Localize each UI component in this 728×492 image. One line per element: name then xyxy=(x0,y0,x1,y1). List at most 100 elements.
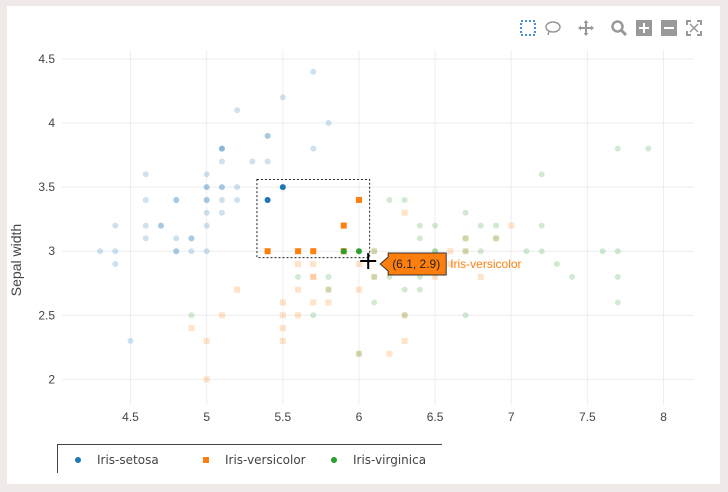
pan-icon[interactable] xyxy=(573,18,598,38)
point-iris-setosa[interactable] xyxy=(218,184,225,191)
selected-point-iris-setosa[interactable] xyxy=(264,196,271,203)
zoom-in-icon[interactable] xyxy=(631,18,656,38)
point-iris-versicolor[interactable] xyxy=(401,312,408,319)
point-iris-setosa[interactable] xyxy=(218,145,225,152)
point-iris-versicolor[interactable] xyxy=(279,299,286,306)
selection-box[interactable] xyxy=(256,178,371,259)
point-iris-virginica[interactable] xyxy=(614,145,621,152)
point-iris-versicolor[interactable] xyxy=(508,222,515,229)
point-iris-versicolor[interactable] xyxy=(432,273,439,280)
point-iris-setosa[interactable] xyxy=(203,196,210,203)
point-iris-setosa[interactable] xyxy=(173,196,180,203)
point-iris-versicolor[interactable] xyxy=(188,325,195,332)
point-iris-setosa[interactable] xyxy=(218,196,225,203)
point-iris-versicolor[interactable] xyxy=(371,273,378,280)
point-iris-setosa[interactable] xyxy=(188,235,195,242)
point-iris-versicolor[interactable] xyxy=(447,261,454,268)
zoom-icon[interactable] xyxy=(606,18,631,38)
legend-item-virginica[interactable]: Iris-virginica xyxy=(331,453,426,467)
point-iris-setosa[interactable] xyxy=(127,337,134,344)
point-iris-virginica[interactable] xyxy=(645,145,652,152)
point-iris-virginica[interactable] xyxy=(614,299,621,306)
point-iris-versicolor[interactable] xyxy=(310,273,317,280)
point-iris-virginica[interactable] xyxy=(416,286,423,293)
point-iris-virginica[interactable] xyxy=(462,209,469,216)
point-iris-versicolor[interactable] xyxy=(401,337,408,344)
point-iris-virginica[interactable] xyxy=(401,312,408,319)
point-iris-virginica[interactable] xyxy=(523,248,530,255)
point-iris-versicolor[interactable] xyxy=(386,350,393,357)
point-iris-setosa[interactable] xyxy=(218,145,225,152)
point-iris-setosa[interactable] xyxy=(112,222,119,229)
point-iris-versicolor[interactable] xyxy=(203,376,210,383)
point-iris-setosa[interactable] xyxy=(234,184,241,191)
point-iris-versicolor[interactable] xyxy=(295,312,302,319)
point-iris-setosa[interactable] xyxy=(203,184,210,191)
point-iris-setosa[interactable] xyxy=(142,222,149,229)
point-iris-versicolor[interactable] xyxy=(477,273,484,280)
point-iris-versicolor[interactable] xyxy=(355,286,362,293)
point-iris-setosa[interactable] xyxy=(310,145,317,152)
legend[interactable]: Iris-setosa Iris-versicolor Iris-virgini… xyxy=(57,444,442,473)
legend-item-versicolor[interactable]: Iris-versicolor xyxy=(203,453,306,467)
point-iris-virginica[interactable] xyxy=(432,222,439,229)
point-iris-virginica[interactable] xyxy=(355,350,362,357)
point-iris-setosa[interactable] xyxy=(234,196,241,203)
point-iris-versicolor[interactable] xyxy=(371,248,378,255)
point-iris-setosa[interactable] xyxy=(173,196,180,203)
point-iris-virginica[interactable] xyxy=(553,261,560,268)
point-iris-setosa[interactable] xyxy=(234,107,241,114)
point-iris-setosa[interactable] xyxy=(157,222,164,229)
point-iris-setosa[interactable] xyxy=(142,171,149,178)
point-iris-virginica[interactable] xyxy=(477,248,484,255)
point-iris-virginica[interactable] xyxy=(310,312,317,319)
point-iris-virginica[interactable] xyxy=(599,248,606,255)
point-iris-virginica[interactable] xyxy=(538,248,545,255)
point-iris-versicolor[interactable] xyxy=(355,350,362,357)
point-iris-virginica[interactable] xyxy=(538,222,545,229)
selected-point-iris-versicolor[interactable] xyxy=(340,222,347,229)
point-iris-virginica[interactable] xyxy=(614,273,621,280)
point-iris-versicolor[interactable] xyxy=(401,209,408,216)
box-select-icon[interactable] xyxy=(515,18,540,38)
point-iris-setosa[interactable] xyxy=(218,209,225,216)
point-iris-versicolor[interactable] xyxy=(325,299,332,306)
point-iris-versicolor[interactable] xyxy=(447,248,454,255)
point-iris-virginica[interactable] xyxy=(371,273,378,280)
point-iris-setosa[interactable] xyxy=(264,132,271,139)
point-iris-setosa[interactable] xyxy=(203,171,210,178)
selected-point-iris-virginica[interactable] xyxy=(355,248,362,255)
point-iris-setosa[interactable] xyxy=(188,248,195,255)
point-iris-versicolor[interactable] xyxy=(279,325,286,332)
point-iris-versicolor[interactable] xyxy=(279,337,286,344)
point-iris-setosa[interactable] xyxy=(203,222,210,229)
point-iris-setosa[interactable] xyxy=(325,120,332,127)
point-iris-setosa[interactable] xyxy=(173,248,180,255)
point-iris-versicolor[interactable] xyxy=(325,286,332,293)
point-iris-virginica[interactable] xyxy=(295,273,302,280)
legend-item-setosa[interactable]: Iris-setosa xyxy=(75,453,159,467)
point-iris-versicolor[interactable] xyxy=(310,273,317,280)
point-iris-versicolor[interactable] xyxy=(279,312,286,319)
lasso-select-icon[interactable] xyxy=(540,18,565,38)
autoscale-icon[interactable] xyxy=(681,18,706,38)
point-iris-virginica[interactable] xyxy=(477,222,484,229)
point-iris-setosa[interactable] xyxy=(142,235,149,242)
selected-point-iris-versicolor[interactable] xyxy=(310,248,317,255)
point-iris-setosa[interactable] xyxy=(249,158,256,165)
point-iris-setosa[interactable] xyxy=(310,68,317,75)
point-iris-virginica[interactable] xyxy=(325,286,332,293)
selected-point-iris-versicolor[interactable] xyxy=(355,196,362,203)
point-iris-versicolor[interactable] xyxy=(218,312,225,319)
point-iris-versicolor[interactable] xyxy=(462,248,469,255)
point-iris-setosa[interactable] xyxy=(142,196,149,203)
point-iris-virginica[interactable] xyxy=(371,248,378,255)
point-iris-versicolor[interactable] xyxy=(310,261,317,268)
point-iris-setosa[interactable] xyxy=(203,184,210,191)
point-iris-virginica[interactable] xyxy=(462,248,469,255)
selected-point-iris-setosa[interactable] xyxy=(279,184,286,191)
point-iris-versicolor[interactable] xyxy=(234,286,241,293)
point-iris-versicolor[interactable] xyxy=(295,286,302,293)
selected-point-iris-versicolor[interactable] xyxy=(295,248,302,255)
